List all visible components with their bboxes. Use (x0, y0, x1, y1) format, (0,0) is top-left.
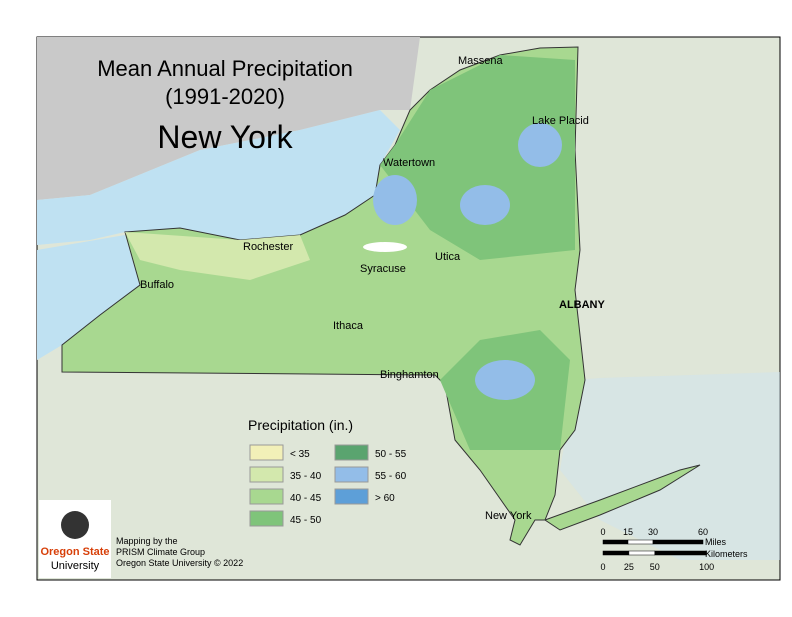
scale-tick-label: 25 (624, 562, 634, 572)
credit: PRISM Climate Group (116, 547, 205, 557)
legend-title: Precipitation (in.) (248, 417, 353, 433)
state-name: New York (157, 119, 293, 155)
logo-text: Oregon State (40, 546, 109, 558)
cities: Massena Lake Placid Watertown Rochester … (140, 55, 605, 522)
legend-swatch (249, 488, 284, 505)
logo-text: University (51, 560, 100, 572)
city-label: Lake Placid (532, 115, 589, 127)
city-label: New York (485, 510, 532, 522)
scale-segment (654, 550, 707, 556)
scale-unit: Kilometers (705, 549, 748, 559)
scale-tick-label: 30 (648, 527, 658, 537)
precip-zone (518, 123, 562, 167)
scale-tick-label: 100 (699, 562, 714, 572)
legend: < 35 35 - 40 40 - 45 45 - 50 50 - 55 55 - 60 >… (249, 444, 407, 527)
city-label: Watertown (383, 157, 435, 169)
city-label: Binghamton (380, 369, 439, 381)
legend-swatch (249, 444, 284, 461)
oneida-lake (363, 242, 407, 252)
credit: Oregon State University © 2022 (116, 558, 243, 568)
city-label: Syracuse (360, 263, 406, 275)
ocean (560, 372, 780, 560)
legend-label: > 60 (375, 493, 395, 504)
scale-tick-label: 0 (600, 562, 605, 572)
legend-swatch (334, 466, 369, 483)
scale-tick-label: 50 (650, 562, 660, 572)
city-label: ALBANY (559, 299, 605, 311)
title: Mean Annual Precipitation (97, 56, 353, 81)
precip-zone (125, 232, 310, 280)
scale-tick-label: 0 (600, 527, 605, 537)
credit: Mapping by the (116, 536, 178, 546)
scale-segment (602, 550, 630, 556)
city-label: Utica (435, 251, 461, 263)
precip-zone (373, 175, 417, 225)
legend-label: < 35 (290, 449, 310, 460)
legend-label: 40 - 45 (290, 493, 322, 504)
legend-label: 35 - 40 (290, 471, 322, 482)
legend-swatch (249, 466, 284, 483)
scale-bar: 0 15 30 60 0 25 50 100 (600, 527, 714, 572)
scale-segment (627, 539, 654, 545)
lake-erie (37, 235, 140, 360)
precip-zone (475, 360, 535, 400)
scale-segment (602, 539, 629, 545)
legend-label: 55 - 60 (375, 471, 407, 482)
canada (37, 37, 420, 200)
long-island (543, 464, 701, 531)
scale-unit: Miles (705, 537, 727, 547)
precip-zone (380, 55, 575, 260)
legend-swatch (249, 510, 284, 527)
logo-icon (61, 511, 89, 539)
legend-label: 50 - 55 (375, 449, 407, 460)
lake-ontario (37, 110, 400, 245)
precip-zone (460, 185, 510, 225)
scale-tick-label: 15 (623, 527, 633, 537)
legend-swatch (334, 444, 369, 461)
legend-swatch (334, 488, 369, 505)
city-label: Buffalo (140, 279, 174, 291)
city-label: Massena (458, 55, 504, 67)
legend-label: 45 - 50 (290, 515, 322, 526)
city-label: Ithaca (333, 320, 364, 332)
scale-tick-label: 60 (698, 527, 708, 537)
subtitle: (1991-2020) (165, 84, 285, 109)
scale-segment (628, 550, 656, 556)
scale-segment (652, 539, 704, 545)
city-label: Rochester (243, 241, 293, 253)
